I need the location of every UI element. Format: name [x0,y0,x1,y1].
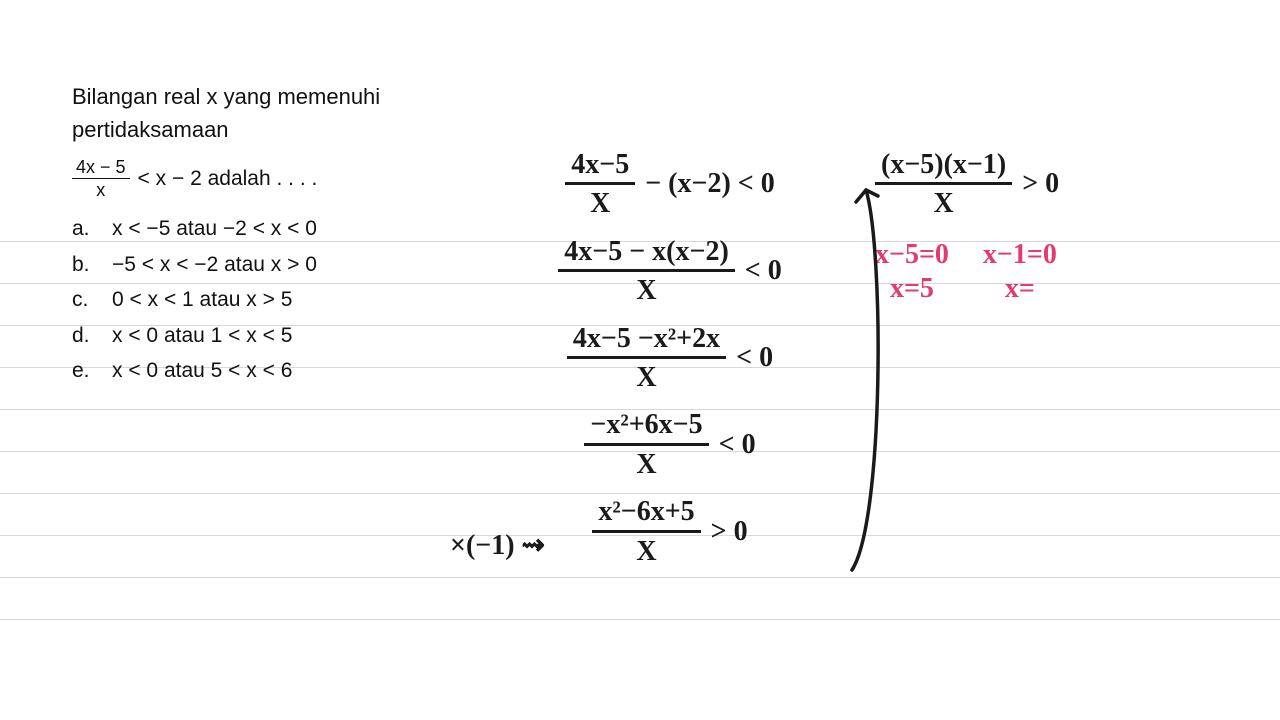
stem-fraction: 4x − 5 x [72,158,130,199]
stem-tail: < x − 2 adalah . . . . [138,163,318,195]
option-c: c. 0 < x < 1 atau x > 5 [72,284,492,316]
work-step-1: 4x−5 X − (x−2) < 0 [470,150,870,219]
handwritten-working: 4x−5 X − (x−2) < 0 4x−5 − x(x−2) X < 0 4… [470,150,870,584]
answer-options: a. x < −5 atau −2 < x < 0 b. −5 < x < −2… [72,213,492,387]
step2-fraction: 4x−5 − x(x−2) X [558,237,735,306]
factoring-block: (x−5)(x−1) X > 0 x−5=0 x=5 x−1=0 x= [875,150,1235,305]
factored-fraction: (x−5)(x−1) X [875,150,1012,219]
root-2: x−1=0 x= [983,239,1057,305]
option-b: b. −5 < x < −2 atau x > 0 [72,249,492,281]
question-block: Bilangan real x yang memenuhi pertidaksa… [72,80,492,391]
work-step-4: −x²+6x−5 X < 0 [470,410,870,479]
step3-fraction: 4x−5 −x²+2x X [567,324,726,393]
step1-fraction: 4x−5 X [565,150,635,219]
curved-arrow-icon [842,170,892,580]
option-a: a. x < −5 atau −2 < x < 0 [72,213,492,245]
work-step-3: 4x−5 −x²+2x X < 0 [470,324,870,393]
factored-expression: (x−5)(x−1) X > 0 [875,150,1235,219]
question-stem: 4x − 5 x < x − 2 adalah . . . . [72,158,492,199]
option-e: e. x < 0 atau 5 < x < 6 [72,355,492,387]
step5-fraction: x²−6x+5 X [592,497,700,566]
multiply-by-neg1-annotation: ×(−1) ⇝ [450,528,545,562]
question-title: Bilangan real x yang memenuhi pertidaksa… [72,80,492,146]
step4-fraction: −x²+6x−5 X [584,410,708,479]
work-step-2: 4x−5 − x(x−2) X < 0 [470,237,870,306]
option-d: d. x < 0 atau 1 < x < 5 [72,320,492,352]
roots-block: x−5=0 x=5 x−1=0 x= [875,239,1235,305]
